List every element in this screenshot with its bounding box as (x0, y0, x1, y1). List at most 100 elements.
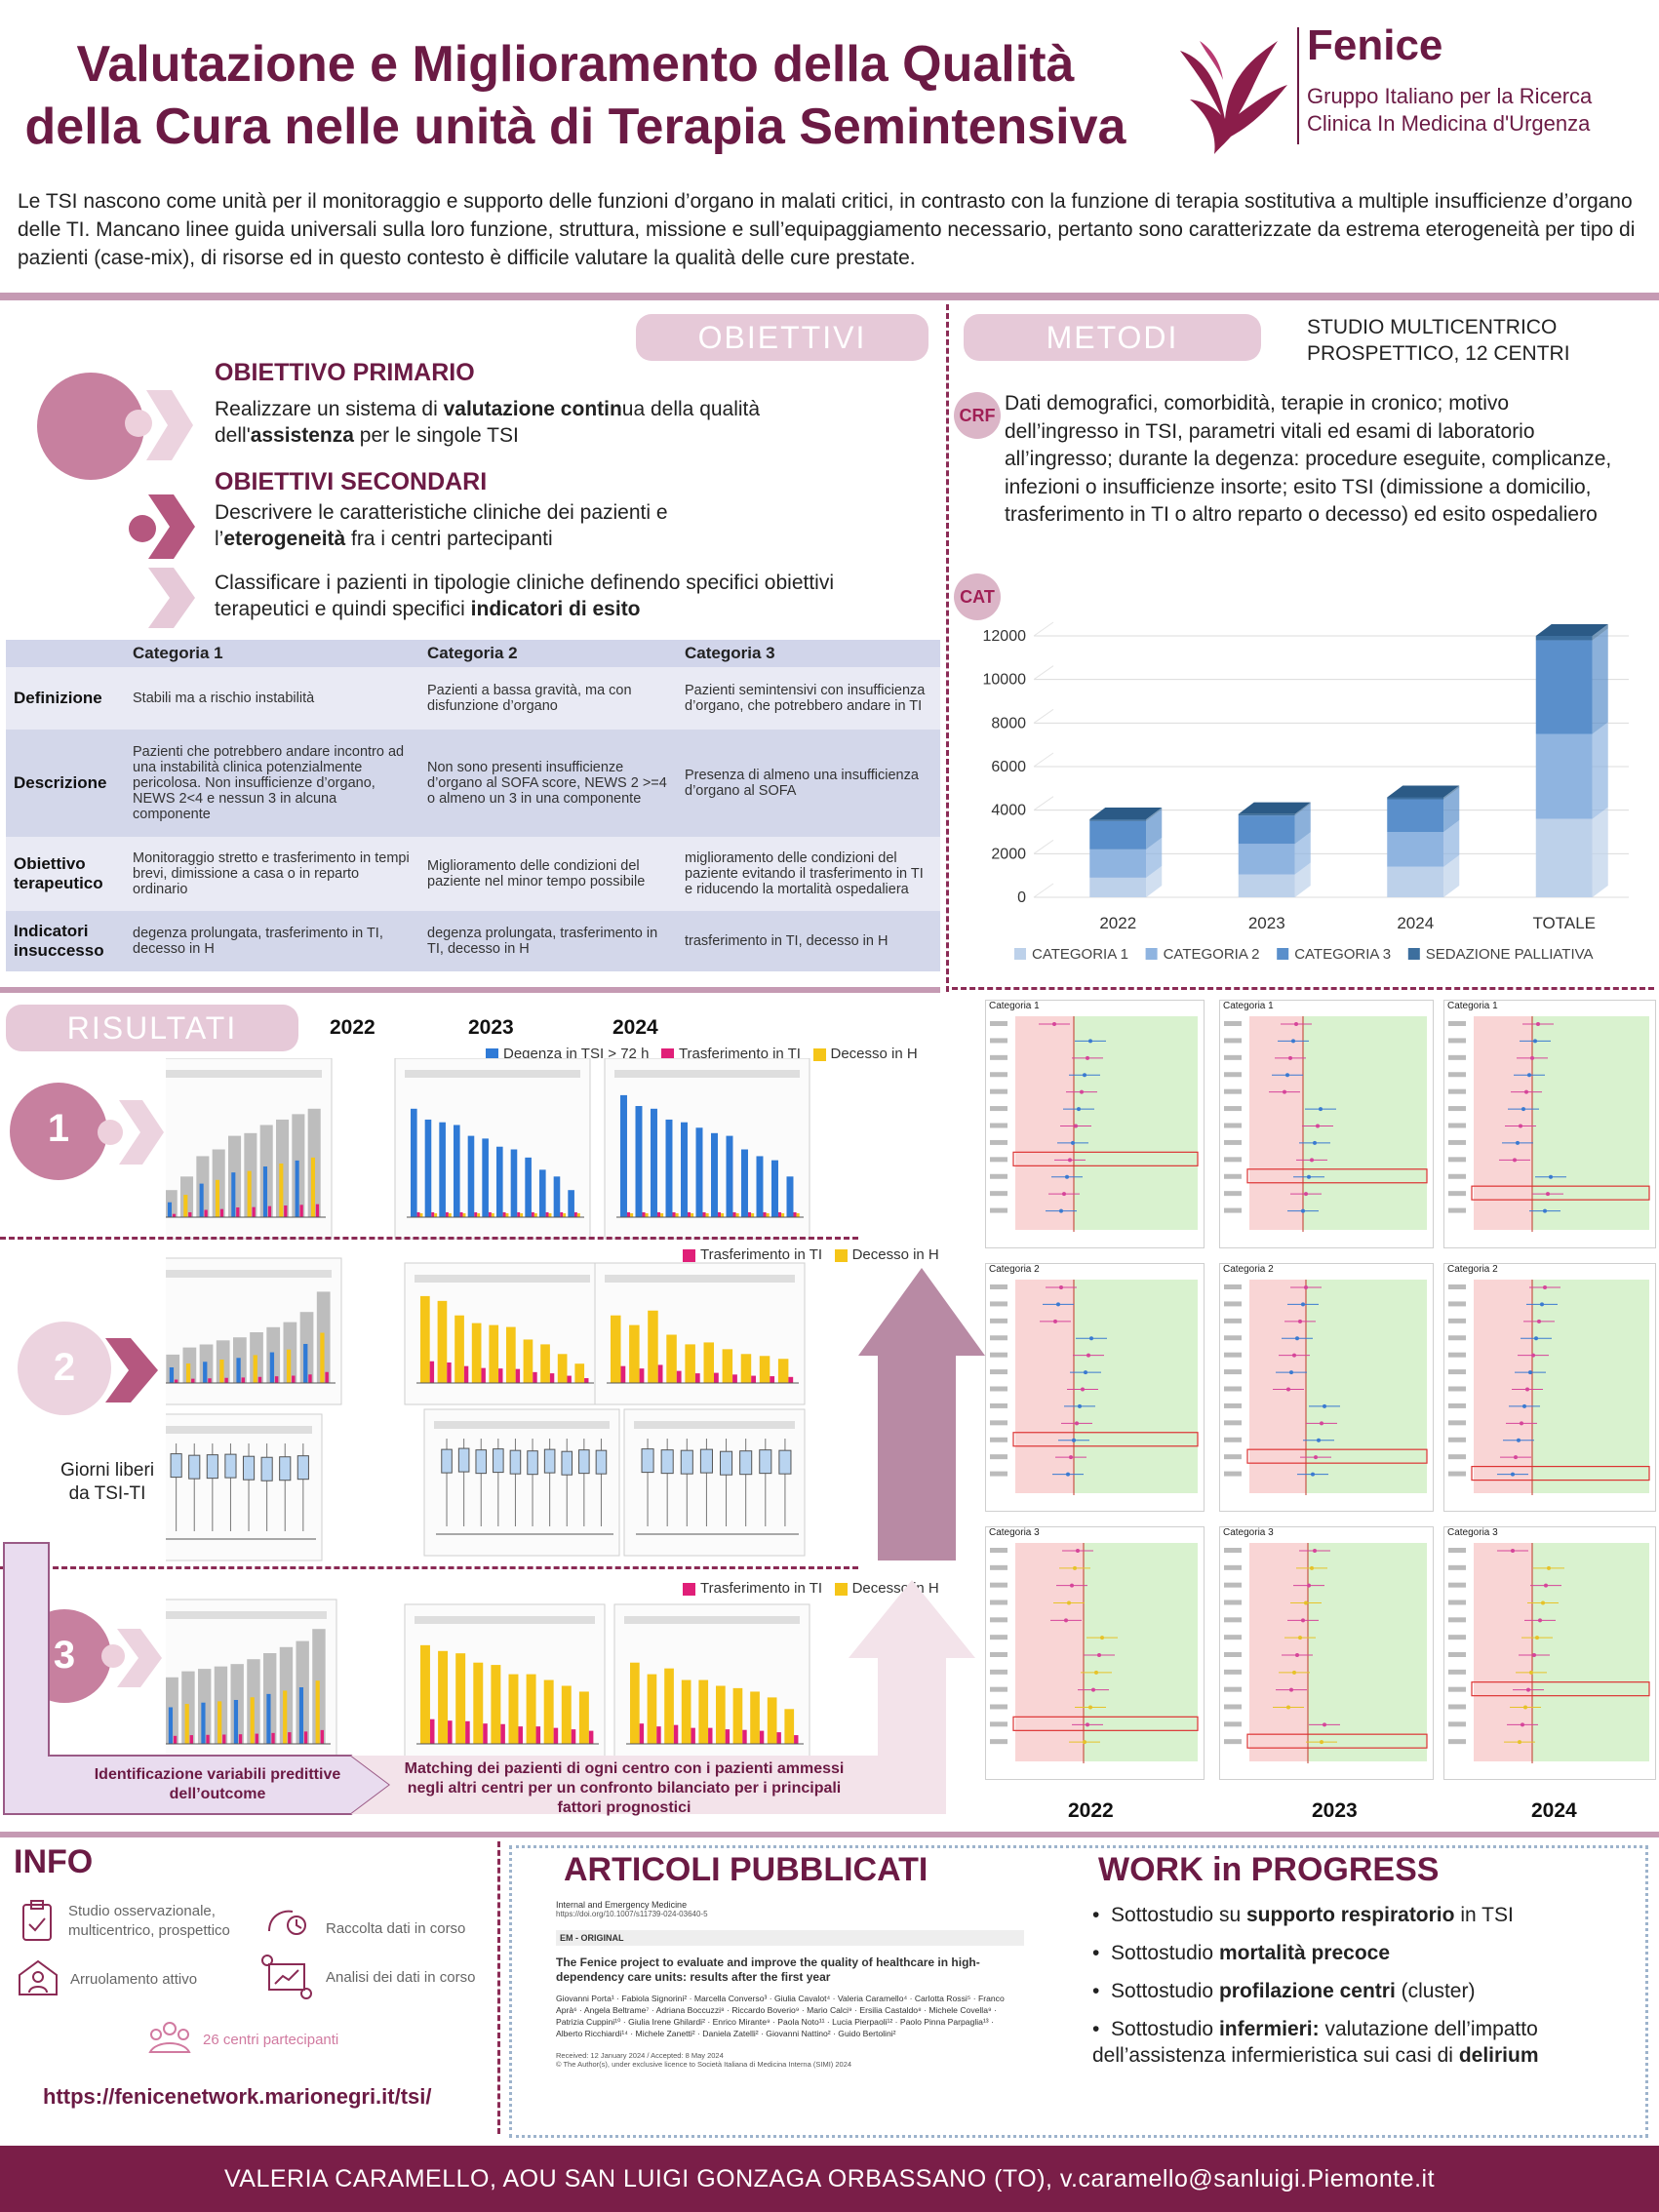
row-label-bar (1224, 1335, 1242, 1341)
row-label-bar (1448, 1686, 1466, 1692)
estimate-point (1544, 1583, 1548, 1588)
chart-bar (429, 1718, 435, 1744)
forest-worse-zone (1249, 1280, 1306, 1493)
panel-strip (166, 1611, 327, 1619)
chart-bar (203, 1362, 208, 1383)
study-type: STUDIO MULTICENTRICO PROSPETTICO, 12 CEN… (1307, 316, 1570, 365)
estimate-point (1077, 1107, 1081, 1112)
row-label-bar (1448, 1335, 1466, 1341)
box (680, 1449, 693, 1475)
chart-bar (685, 1344, 695, 1383)
row-label-bar (1448, 1652, 1466, 1657)
info-analysis: Analisi dei dati in corso (326, 1969, 476, 1986)
estimate-point (1511, 1549, 1515, 1553)
chart-bar (545, 1212, 549, 1217)
row-label-bar (1448, 1284, 1466, 1289)
estimate-point (1286, 1387, 1290, 1392)
row-label-bar (1448, 1402, 1466, 1408)
title-line-1: Valutazione e Miglioramento della Qualit… (76, 36, 1075, 93)
chart-bar (656, 1726, 661, 1744)
chart-bar (732, 1374, 737, 1383)
chart-bar (672, 1212, 676, 1217)
wip-bold: mortalità precoce (1218, 1942, 1391, 1964)
step-identify: Identificazione variabili predittive del… (94, 1766, 341, 1802)
box (509, 1449, 522, 1475)
estimate-point (1089, 1336, 1093, 1341)
estimate-point (1076, 1549, 1080, 1553)
wip-item: • Sottostudio su supporto respiratorio i… (1092, 1904, 1514, 1926)
row-label-bar (1448, 1721, 1466, 1727)
estimate-point (1083, 1073, 1086, 1078)
gridline (1033, 883, 1054, 898)
row-label-bar (1448, 1739, 1466, 1745)
estimate-point (1070, 1583, 1074, 1588)
row-label-bar (1224, 1021, 1242, 1026)
box (279, 1456, 292, 1481)
forest-plot: Categoria 3 (1443, 1526, 1656, 1780)
chart-bar (573, 1212, 577, 1217)
estimate-point (1536, 1022, 1540, 1026)
giorni-label: Giorni liberi da TSI-TI (59, 1460, 155, 1504)
crf-badge: CRF (954, 392, 1001, 439)
chart-bar (642, 1212, 646, 1217)
chart-bar (191, 1378, 195, 1383)
chart-bar (299, 1205, 303, 1217)
chart-bar (491, 1213, 494, 1217)
chart-bar (173, 1735, 178, 1744)
chart-bar (740, 1354, 752, 1383)
row-label-bar (990, 1471, 1007, 1477)
chart-bar (721, 1213, 725, 1217)
row-label-bar (990, 1582, 1007, 1588)
estimate-point (1100, 1636, 1104, 1640)
chart-bar (255, 1733, 258, 1744)
row-label-bar (1448, 1054, 1466, 1060)
cat-badge: CAT (954, 573, 1001, 620)
chart-bar (698, 1679, 709, 1744)
chart-bar (188, 1211, 192, 1217)
row-label: Definizione (6, 667, 125, 730)
estimate-point (1524, 1089, 1528, 1094)
article-section: EM - ORIGINAL (556, 1930, 1024, 1946)
chart-bar (295, 1160, 299, 1217)
row-label-bar (990, 1739, 1007, 1745)
row-label-bar (1448, 1207, 1466, 1213)
phoenix-icon (1180, 41, 1287, 154)
chart-bar (174, 1379, 178, 1383)
chart-bar (518, 1726, 523, 1744)
chart-bar (520, 1213, 524, 1217)
step-matching: Matching dei pazienti di ogni centro con… (404, 1760, 845, 1816)
legend-swatch (683, 1248, 695, 1262)
chart-bar (629, 1324, 640, 1383)
chart-bar (567, 1375, 572, 1383)
chart-bar (315, 1204, 320, 1217)
forest-plot: Categoria 1 (1219, 1000, 1434, 1248)
estimate-point (1291, 1039, 1295, 1044)
bar-top (1387, 785, 1460, 798)
chart-bar (284, 1205, 288, 1217)
chart-bar (735, 1213, 739, 1217)
bar-side (1294, 862, 1311, 897)
panel-strip (634, 1421, 795, 1429)
chart-bar (420, 1295, 430, 1383)
forest-plot: Categoria 3 (1219, 1526, 1434, 1780)
estimate-point (1065, 1174, 1069, 1179)
panel-strip (434, 1421, 610, 1429)
article-preview[interactable]: Internal and Emergency Medicine https://… (556, 1900, 1024, 2114)
estimate-point (1311, 1472, 1315, 1477)
article-doi[interactable]: https://doi.org/10.1007/s11739-024-03640… (556, 1910, 708, 1918)
chart-bar (660, 1213, 664, 1217)
chart-bar (455, 1653, 466, 1744)
chart-bar (630, 1662, 640, 1744)
estimate-point (1543, 1285, 1547, 1289)
wip-text: Sottostudio (1111, 1942, 1219, 1964)
project-url[interactable]: https://fenicenetwork.marionegri.it/tsi/ (43, 2084, 432, 2109)
info-heading: INFO (14, 1843, 94, 1880)
title-line-2: della Cura nelle unità di Terapia Semint… (24, 99, 1126, 155)
obiettivo-secondario-1: Descrivere le caratteristiche cliniche d… (215, 501, 668, 550)
forest-title: Categoria 2 (1447, 1264, 1498, 1275)
estimate-point (1285, 1073, 1289, 1078)
chart-bar (657, 1364, 663, 1383)
chart-bar (526, 1674, 536, 1744)
chart-bar (626, 1212, 631, 1217)
obiettivo-primario-text: Realizzare un sistema di valutazione con… (215, 398, 761, 447)
